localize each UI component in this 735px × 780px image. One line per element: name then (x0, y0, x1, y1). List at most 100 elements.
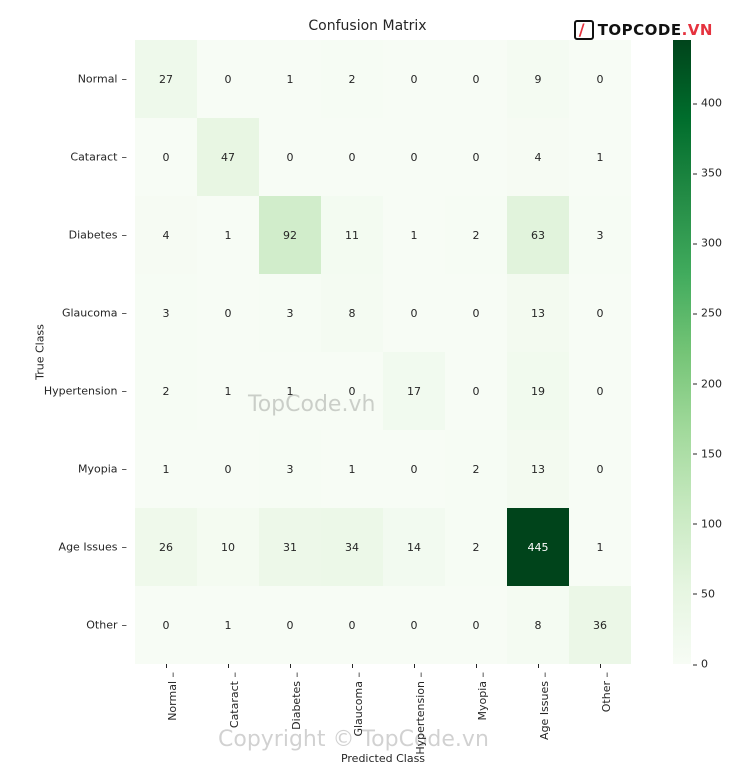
y-tick-label: Myopia– (0, 463, 127, 476)
heatmap-cell: 0 (321, 352, 383, 430)
colorbar-tick-label: 100 (693, 517, 722, 530)
y-tick-label: Diabetes– (0, 229, 127, 242)
heatmap-grid: 2701200900470000414192111263330380013021… (135, 40, 631, 664)
y-tick-label: Normal– (0, 73, 127, 86)
heatmap: 2701200900470000414192111263330380013021… (135, 40, 631, 664)
heatmap-cell: 3 (135, 274, 197, 352)
heatmap-cell: 9 (507, 40, 569, 118)
heatmap-cell: 0 (197, 430, 259, 508)
heatmap-cell: 0 (569, 40, 631, 118)
x-tick-label: Diabetes – (290, 672, 303, 730)
heatmap-cell: 8 (321, 274, 383, 352)
colorbar-tick-label: 400 (693, 97, 722, 110)
heatmap-cell: 2 (135, 352, 197, 430)
x-tick (352, 664, 353, 668)
x-tick-label: Age Issues – (538, 672, 551, 740)
x-axis-title: Predicted Class (135, 752, 631, 765)
brand-logo: TOPCODE.VN (574, 20, 713, 40)
heatmap-cell: 4 (507, 118, 569, 196)
heatmap-cell: 13 (507, 274, 569, 352)
heatmap-cell: 0 (197, 40, 259, 118)
heatmap-cell: 3 (569, 196, 631, 274)
heatmap-cell: 8 (507, 586, 569, 664)
x-tick-label: Myopia – (476, 672, 489, 721)
x-tick-label: Cataract – (228, 672, 241, 728)
x-axis-ticklabels: Normal –Cataract –Diabetes –Glaucoma –Hy… (135, 664, 631, 750)
brand-logo-text: TOPCODE (598, 21, 682, 39)
y-tick-label: Cataract– (0, 151, 127, 164)
y-tick-label: Hypertension– (0, 385, 127, 398)
colorbar (673, 40, 691, 664)
heatmap-cell: 1 (259, 40, 321, 118)
heatmap-cell: 19 (507, 352, 569, 430)
heatmap-cell: 2 (445, 430, 507, 508)
heatmap-cell: 0 (569, 274, 631, 352)
heatmap-cell: 3 (259, 430, 321, 508)
y-tick-label: Age Issues– (0, 541, 127, 554)
heatmap-cell: 0 (383, 118, 445, 196)
heatmap-cell: 0 (383, 40, 445, 118)
x-tick-label: Hypertension – (414, 672, 427, 755)
colorbar-tick-label: 250 (693, 307, 722, 320)
heatmap-cell: 14 (383, 508, 445, 586)
y-tick-label: Other– (0, 619, 127, 632)
heatmap-cell: 0 (445, 118, 507, 196)
heatmap-cell: 10 (197, 508, 259, 586)
heatmap-cell: 0 (569, 352, 631, 430)
colorbar-tick-label: 200 (693, 377, 722, 390)
colorbar-tick-label: 350 (693, 167, 722, 180)
colorbar-tick-label: 0 (693, 658, 708, 671)
brand-logo-suffix: .VN (682, 21, 713, 39)
heatmap-cell: 0 (135, 586, 197, 664)
heatmap-cell: 1 (259, 352, 321, 430)
heatmap-cell: 0 (321, 118, 383, 196)
y-axis-ticklabels: Normal– Cataract– Diabetes– Glaucoma– Hypert… (0, 40, 127, 664)
heatmap-cell: 445 (507, 508, 569, 586)
brand-logo-icon (574, 20, 594, 40)
colorbar-gradient (673, 40, 691, 664)
heatmap-cell: 27 (135, 40, 197, 118)
y-tick-label: Glaucoma– (0, 307, 127, 320)
heatmap-cell: 1 (569, 508, 631, 586)
heatmap-cell: 47 (197, 118, 259, 196)
x-tick (290, 664, 291, 668)
heatmap-cell: 0 (445, 352, 507, 430)
heatmap-cell: 0 (259, 118, 321, 196)
heatmap-cell: 92 (259, 196, 321, 274)
heatmap-cell: 34 (321, 508, 383, 586)
heatmap-cell: 2 (445, 196, 507, 274)
heatmap-cell: 0 (569, 430, 631, 508)
heatmap-cell: 0 (445, 274, 507, 352)
heatmap-cell: 0 (383, 586, 445, 664)
heatmap-cell: 11 (321, 196, 383, 274)
heatmap-cell: 1 (569, 118, 631, 196)
heatmap-cell: 0 (383, 274, 445, 352)
x-tick-label: Normal – (166, 672, 179, 721)
heatmap-cell: 36 (569, 586, 631, 664)
x-tick (538, 664, 539, 668)
x-tick-label: Other – (600, 672, 613, 712)
x-tick (166, 664, 167, 668)
x-tick (476, 664, 477, 668)
y-axis-title: True Class (33, 324, 46, 380)
colorbar-tick-label: 150 (693, 447, 722, 460)
colorbar-tick-label: 50 (693, 587, 715, 600)
x-tick-label: Glaucoma – (352, 672, 365, 737)
heatmap-cell: 0 (197, 274, 259, 352)
heatmap-cell: 17 (383, 352, 445, 430)
heatmap-cell: 2 (445, 508, 507, 586)
heatmap-cell: 13 (507, 430, 569, 508)
heatmap-cell: 1 (197, 586, 259, 664)
heatmap-cell: 1 (197, 196, 259, 274)
colorbar-tick-label: 300 (693, 237, 722, 250)
x-tick (600, 664, 601, 668)
heatmap-cell: 3 (259, 274, 321, 352)
x-tick (228, 664, 229, 668)
heatmap-cell: 0 (135, 118, 197, 196)
heatmap-cell: 1 (383, 196, 445, 274)
heatmap-cell: 4 (135, 196, 197, 274)
x-tick (414, 664, 415, 668)
heatmap-cell: 63 (507, 196, 569, 274)
heatmap-cell: 2 (321, 40, 383, 118)
heatmap-cell: 0 (445, 586, 507, 664)
